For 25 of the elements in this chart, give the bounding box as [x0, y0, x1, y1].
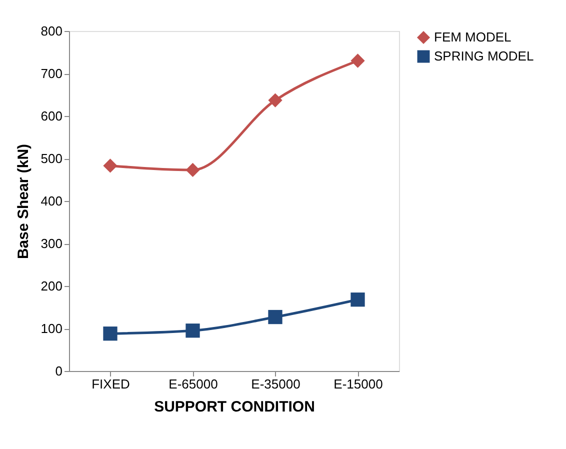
- y-tick-label: 0: [55, 364, 62, 378]
- y-tick-label: 400: [40, 194, 62, 208]
- point: [350, 292, 365, 307]
- x-tick-label: E-15000: [334, 376, 383, 392]
- point: [268, 310, 282, 324]
- x-tick-label: E-35000: [251, 376, 300, 392]
- point: [186, 162, 200, 178]
- y-tick-label: 800: [40, 24, 62, 38]
- point: [103, 158, 118, 173]
- y-tick-label: 600: [40, 108, 62, 124]
- y-tick-label: 100: [40, 321, 62, 336]
- x-tick-label: FIXED: [92, 376, 130, 392]
- legend-label: FEM MODEL: [434, 30, 512, 44]
- y-tick-label: 500: [40, 151, 62, 166]
- y-axis-title: Base Shear (kN): [14, 144, 32, 260]
- y-tick-label: 700: [40, 66, 62, 81]
- y-tick-label: 300: [40, 236, 62, 251]
- x-tick-label: E-65000: [168, 376, 218, 392]
- legend-label: SPRING MODEL: [434, 48, 534, 64]
- point: [186, 324, 200, 338]
- point: [103, 326, 118, 341]
- x-axis-title: SUPPORT CONDITION: [154, 398, 315, 416]
- point: [268, 93, 282, 108]
- point: [350, 54, 365, 68]
- y-tick-label: 200: [40, 278, 62, 294]
